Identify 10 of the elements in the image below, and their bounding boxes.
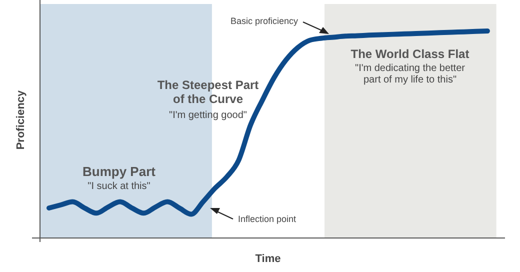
- annotation: "I suck at this": [88, 181, 151, 192]
- annotation: The Steepest Part of the Curve: [157, 78, 259, 106]
- annotation: The World Class Flat: [350, 47, 470, 61]
- annotation: Inflection point: [238, 214, 297, 224]
- annotation: "I'm getting good": [169, 110, 248, 121]
- x-axis-title: Time: [255, 253, 281, 265]
- annotation: "I'm dedicating the better part of my life to this": [355, 63, 466, 86]
- annotation: Bumpy Part: [82, 164, 156, 179]
- y-axis-title: Proficiency: [15, 89, 27, 150]
- text: Basic proficiency: [230, 16, 298, 26]
